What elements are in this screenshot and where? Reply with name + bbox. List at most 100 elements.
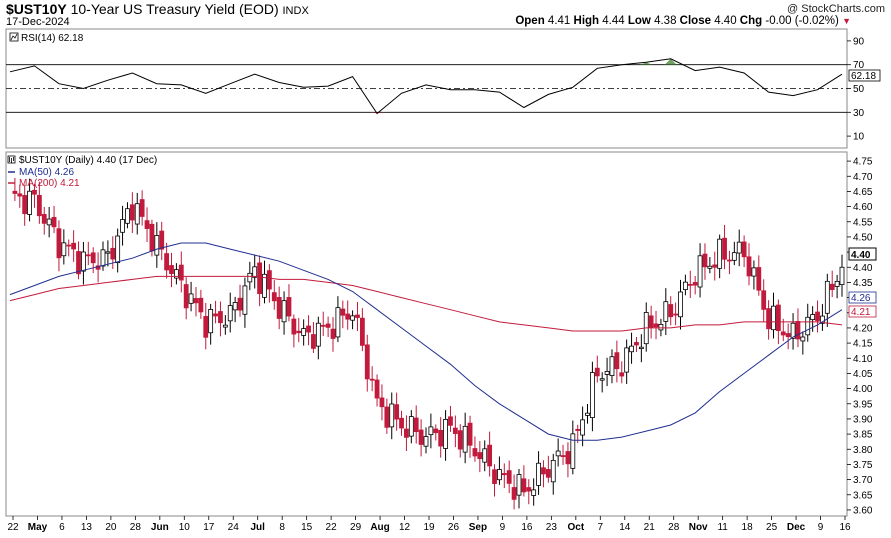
candle-down <box>129 204 135 221</box>
x-tick-label: 8 <box>279 522 285 533</box>
candle-up <box>389 403 395 428</box>
x-tick-label: 6 <box>59 522 65 533</box>
candle-down <box>149 223 155 252</box>
x-tick-label: 23 <box>546 522 558 533</box>
chg-value: -0.00 (-0.02%) <box>765 15 839 27</box>
candle-down <box>36 194 42 217</box>
candle-down <box>619 372 625 377</box>
x-tick-label: Sep <box>469 522 487 533</box>
candle-up <box>790 322 796 339</box>
price-tick-label: 4.00 <box>853 384 873 395</box>
price-panel: 4.754.704.654.604.554.504.454.404.354.30… <box>5 151 877 533</box>
candle-down <box>413 417 419 433</box>
x-tick-label: Dec <box>787 522 806 533</box>
rsi-tick-label: 50 <box>853 84 865 95</box>
candle-down <box>76 251 81 275</box>
candle-down <box>594 367 600 377</box>
x-tick-label: 22 <box>7 522 19 533</box>
x-tick-label: 9 <box>818 522 824 533</box>
candle-up <box>46 218 52 226</box>
candle-up <box>301 328 307 336</box>
candle-up <box>629 345 634 353</box>
candle-down <box>379 397 385 408</box>
price-tick-label: 4.20 <box>853 323 873 334</box>
x-tick-label: 21 <box>644 522 656 533</box>
candle-up <box>423 436 429 447</box>
candle-up <box>125 208 130 224</box>
candle-down <box>785 333 791 338</box>
ma50-tag-box <box>848 291 877 304</box>
candle-down <box>41 214 47 224</box>
rsi-value-tag: 62.18 <box>848 69 881 82</box>
candle-up <box>707 265 713 269</box>
candle-down <box>276 296 282 319</box>
rsi-tick-label: 10 <box>853 132 865 143</box>
rsi-legend: RSI(14) 62.18 <box>9 32 84 44</box>
x-tick-label: 19 <box>423 522 435 533</box>
candle-down <box>399 417 404 429</box>
candle-down <box>394 404 400 420</box>
ohlc-summary: Open 4.41 High 4.44 Low 4.38 Close 4.40 … <box>515 15 851 27</box>
close-value-tag: 4.40 <box>848 247 877 261</box>
candle-down <box>159 230 165 250</box>
candle-up <box>428 426 434 436</box>
candle-down <box>741 241 747 258</box>
price-tick-label: 4.60 <box>853 202 873 213</box>
ma50-line <box>9 242 843 441</box>
candle-down <box>457 430 463 450</box>
rsi-tag-text: 62.18 <box>851 71 876 82</box>
candle-down <box>775 304 781 331</box>
price-tick-label: 3.65 <box>853 490 873 501</box>
candle-down <box>438 429 444 447</box>
candle-up <box>497 469 502 481</box>
candle-down <box>545 469 551 478</box>
candle-up <box>262 273 267 298</box>
x-tick-label: 9 <box>500 522 506 533</box>
x-tick-label: 17 <box>203 522 215 533</box>
price-tick-label: 4.35 <box>853 278 873 289</box>
candle-down <box>712 264 718 268</box>
candle-down <box>139 199 145 217</box>
candle-down <box>761 290 767 310</box>
candle-down <box>17 193 23 197</box>
candle-down <box>364 344 370 380</box>
candle-up <box>638 346 644 349</box>
price-tick-label: 3.60 <box>853 505 873 516</box>
candle-down <box>829 283 835 290</box>
candle-down <box>178 264 184 281</box>
x-tick-label: Jun <box>151 522 169 533</box>
candle-down <box>144 220 150 229</box>
candle-up <box>115 235 121 264</box>
candle-up <box>408 416 414 437</box>
candle-up <box>555 450 561 457</box>
x-tick-label: 26 <box>448 522 460 533</box>
candle-down <box>90 252 96 264</box>
chg-label: Chg <box>739 15 763 27</box>
x-tick-label: 14 <box>619 522 631 533</box>
price-tick-label: 4.75 <box>853 157 873 168</box>
price-tick-label: 4.70 <box>853 172 873 183</box>
candle-down <box>452 427 458 434</box>
rsi-tag-box <box>848 69 881 82</box>
copyright[interactable]: @ StockCharts.com <box>787 3 885 15</box>
price-tick-label: 4.50 <box>853 232 873 243</box>
candle-up <box>697 255 703 288</box>
candle-down <box>653 323 659 328</box>
candle-down <box>169 265 174 274</box>
x-axis: 22 May 6 13 20 28 Jun 10 17 24 Jul 8 15 22 29 Aug 12 19 26… <box>7 516 851 533</box>
candle-down <box>795 321 801 340</box>
candle-down <box>648 315 654 328</box>
candle-down <box>286 297 292 317</box>
candle-down <box>467 422 473 446</box>
candle-down <box>477 452 483 460</box>
x-tick-label: 29 <box>350 522 362 533</box>
ma50-legend-name: MA(50) <box>19 167 52 178</box>
candle-down <box>722 237 727 260</box>
candle-down <box>237 297 243 311</box>
x-tick-label: 28 <box>130 522 142 533</box>
candle-down <box>71 242 77 250</box>
candle-up <box>188 293 194 304</box>
x-tick-label: 22 <box>326 522 338 533</box>
candle-up <box>281 300 287 323</box>
candle-down <box>526 487 532 492</box>
